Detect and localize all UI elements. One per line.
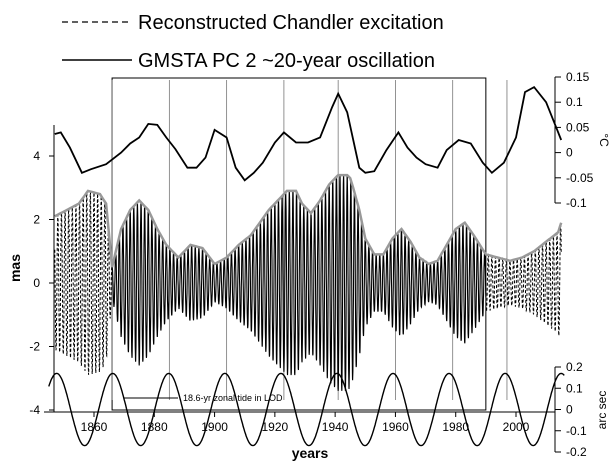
- x-axis-ticks: 1860 1880 1900 1920 1940 1960 1980 2000: [81, 412, 530, 434]
- x-tick-label: 2000: [503, 420, 530, 434]
- legend: Reconstructed Chandler excitation GMSTA …: [62, 12, 444, 72]
- left-tick-label: -4: [29, 403, 40, 417]
- x-axis-title: years: [292, 445, 329, 461]
- tide-legend-label: 18.6-yr zonal tide in LOD: [183, 393, 283, 403]
- left-axis-ticks: 4 2 0 -2 -4: [29, 149, 54, 417]
- x-tick-label: 1920: [262, 420, 289, 434]
- right-bottom-tick-label: -0.1: [566, 424, 587, 438]
- right-top-tick-label: 0.15: [566, 70, 590, 84]
- right-bottom-axis-title: arc sec: [595, 391, 609, 430]
- right-top-tick-label: -0.05: [566, 171, 594, 185]
- right-top-tick-label: 0.1: [566, 95, 583, 109]
- right-bottom-tick-label: 0.2: [566, 360, 583, 374]
- legend-label-gmsta: GMSTA PC 2 ~20-year oscillation: [138, 50, 435, 72]
- left-tick-label: -2: [29, 340, 40, 354]
- x-tick-label: 1980: [442, 420, 469, 434]
- right-top-tick-label: 0: [566, 146, 573, 160]
- left-tick-label: 4: [33, 149, 40, 163]
- right-bottom-tick-label: -0.2: [566, 445, 587, 459]
- right-bottom-tick-label: 0: [566, 403, 573, 417]
- x-tick-label: 1960: [382, 420, 409, 434]
- right-top-tick-label: -0.1: [566, 196, 587, 210]
- chandler-envelope-series: [54, 173, 563, 268]
- chandler-dashed-late: [485, 224, 562, 336]
- right-top-tick-label: 0.05: [566, 120, 590, 134]
- left-axis-title: mas: [7, 254, 23, 282]
- x-tick-label: 1900: [201, 420, 228, 434]
- gmsta-pc2-series: [54, 85, 563, 182]
- zonal-tide-series: [48, 372, 565, 447]
- right-bottom-axis-ticks: 0.2 0.1 0 -0.1 -0.2: [555, 360, 587, 459]
- chandler-solid: [111, 175, 487, 391]
- right-top-axis-ticks: 0.15 0.1 0.05 0 -0.05 -0.1: [555, 70, 594, 210]
- axes: 1860 1880 1900 1920 1940 1960 1980 2000 4 2 0 -2 -4…: [29, 70, 593, 459]
- left-tick-label: 2: [33, 213, 40, 227]
- x-tick-label: 1940: [322, 420, 349, 434]
- chandler-excitation-oscillation: [54, 175, 562, 391]
- x-tick-label: 1880: [141, 420, 168, 434]
- chandler-dashed-early: [54, 191, 113, 375]
- right-bottom-tick-label: 0.1: [566, 381, 583, 395]
- x-tick-label: 1860: [81, 420, 108, 434]
- legend-label-chandler: Reconstructed Chandler excitation: [138, 12, 444, 34]
- left-tick-label: 0: [33, 276, 40, 290]
- right-top-axis-title: °C: [597, 133, 611, 147]
